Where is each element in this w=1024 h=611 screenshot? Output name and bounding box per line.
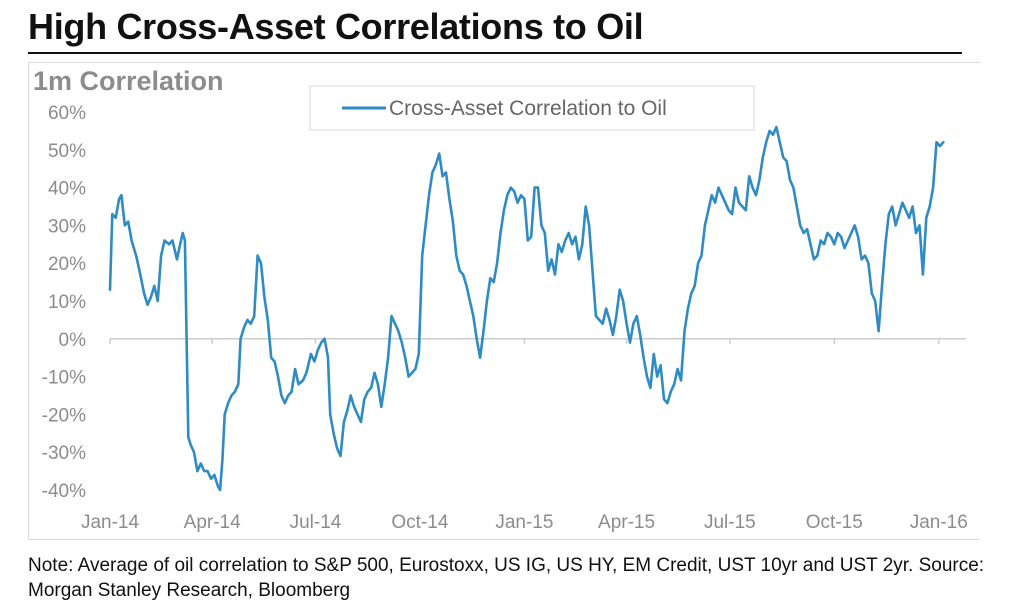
x-tick-labels: Jan-14 Apr-14 Jul-14 Oct-14 Jan-15 Apr-15 Jul-…: [81, 512, 968, 533]
x-tick-label: Jan-15: [495, 512, 553, 533]
x-tick-label: Oct-15: [806, 512, 863, 533]
y-tick-label: 0%: [59, 330, 87, 351]
x-tick-label: Apr-15: [598, 512, 655, 533]
y-tick-labels: 60% 50% 40% 30% 20% 10% 0% -10% -20% -30% -40%: [42, 103, 86, 502]
title-rule: [28, 52, 962, 54]
y-tick-label: 30%: [48, 216, 86, 237]
legend: Cross-Asset Correlation to Oil: [309, 85, 755, 131]
y-tick-label: -40%: [42, 481, 86, 502]
chart-panel: [28, 62, 980, 540]
x-tick-marks: [109, 338, 940, 344]
y-tick-label: 60%: [48, 103, 86, 124]
legend-label: Cross-Asset Correlation to Oil: [389, 97, 667, 120]
x-tick-label: Jan-14: [81, 512, 140, 533]
x-tick-label: Jul-14: [290, 512, 342, 533]
y-tick-label: -20%: [42, 405, 86, 426]
y-tick-label: 10%: [48, 292, 86, 313]
x-tick-label: Oct-14: [391, 512, 448, 533]
x-tick-label: Jul-15: [704, 512, 756, 533]
y-tick-label: 40%: [48, 179, 86, 200]
x-tick-label: Jan-16: [910, 512, 968, 533]
series-line-cross-asset-correlation: [108, 125, 945, 492]
y-axis-label: 1m Correlation: [33, 66, 224, 96]
y-tick-label: -10%: [42, 368, 86, 389]
chart-title: High Cross-Asset Correlations to Oil: [28, 6, 644, 47]
x-tick-label: Apr-14: [184, 512, 241, 533]
y-tick-label: 20%: [48, 254, 86, 275]
y-tick-label: -30%: [42, 443, 86, 464]
y-tick-label: 50%: [48, 141, 86, 162]
chart-footnote: Note: Average of oil correlation to S&P …: [28, 555, 985, 601]
